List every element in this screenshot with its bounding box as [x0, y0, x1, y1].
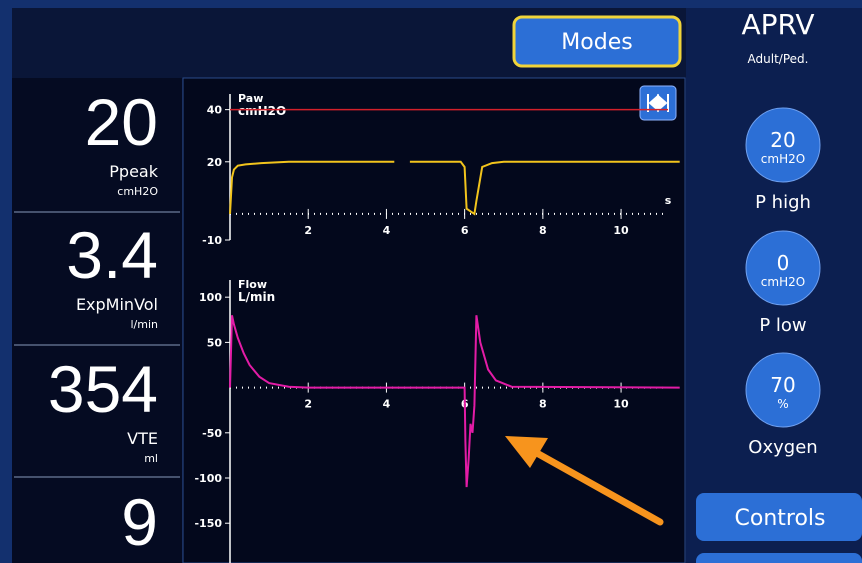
y-tick-label: -100	[194, 472, 222, 485]
control-unit: %	[777, 397, 788, 411]
numeric-value: 3.4	[66, 218, 158, 292]
control-label: Oxygen	[748, 437, 817, 458]
x-tick-label: 2	[304, 398, 312, 411]
numeric-unit: cmH2O	[117, 185, 158, 198]
modes-button[interactable]: Modes	[514, 17, 680, 66]
numeric-value: 20	[85, 85, 158, 159]
x-tick-label: 4	[383, 224, 391, 237]
mode-name: APRV	[741, 8, 814, 41]
numeric-value: 354	[48, 352, 158, 426]
button-label: Controls	[735, 506, 826, 531]
numeric-label: ExpMinVol	[76, 295, 158, 314]
control-label: P low	[759, 315, 806, 336]
numeric-label: Ppeak	[109, 162, 158, 181]
control-unit: cmH2O	[761, 275, 805, 289]
x-tick-label: 2	[304, 224, 312, 237]
numeric-unit: ml	[144, 452, 158, 465]
y-tick-label: 40	[207, 104, 223, 117]
button-label: Modes	[561, 30, 632, 55]
control-unit: cmH2O	[761, 152, 805, 166]
x-tick-label: 8	[539, 224, 547, 237]
control-value: 0	[777, 251, 790, 275]
y-tick-label: 100	[199, 291, 222, 304]
y-axis-label: cmH2O	[238, 104, 286, 118]
y-tick-label: -10	[202, 234, 222, 247]
control-value: 70	[770, 373, 795, 397]
ventilator-screen: Modes APRV Adult/Ped. Controls 20Ppeakcm…	[0, 0, 862, 563]
controls-button[interactable]: Controls	[696, 493, 862, 541]
x-tick-label: 4	[383, 398, 391, 411]
control-knob[interactable]: 70%	[746, 353, 820, 427]
numeric-value: 9	[121, 485, 158, 559]
next-button[interactable]	[696, 553, 862, 563]
patient-type: Adult/Ped.	[748, 52, 809, 66]
y-tick-label: -50	[202, 427, 222, 440]
freeze-button[interactable]	[640, 86, 676, 120]
control-value: 20	[770, 128, 795, 152]
x-tick-label: 6	[461, 224, 469, 237]
y-axis-label: L/min	[238, 290, 275, 304]
x-tick-label: 8	[539, 398, 547, 411]
y-tick-label: -150	[194, 517, 222, 530]
x-axis-label: s	[665, 194, 672, 207]
control-label: P high	[755, 192, 811, 213]
x-tick-label: 10	[613, 398, 629, 411]
x-tick-label: 10	[613, 224, 629, 237]
y-tick-label: 50	[207, 336, 223, 349]
numeric-label: VTE	[127, 429, 158, 448]
numeric-unit: l/min	[130, 318, 158, 331]
y-tick-label: 20	[207, 156, 223, 169]
